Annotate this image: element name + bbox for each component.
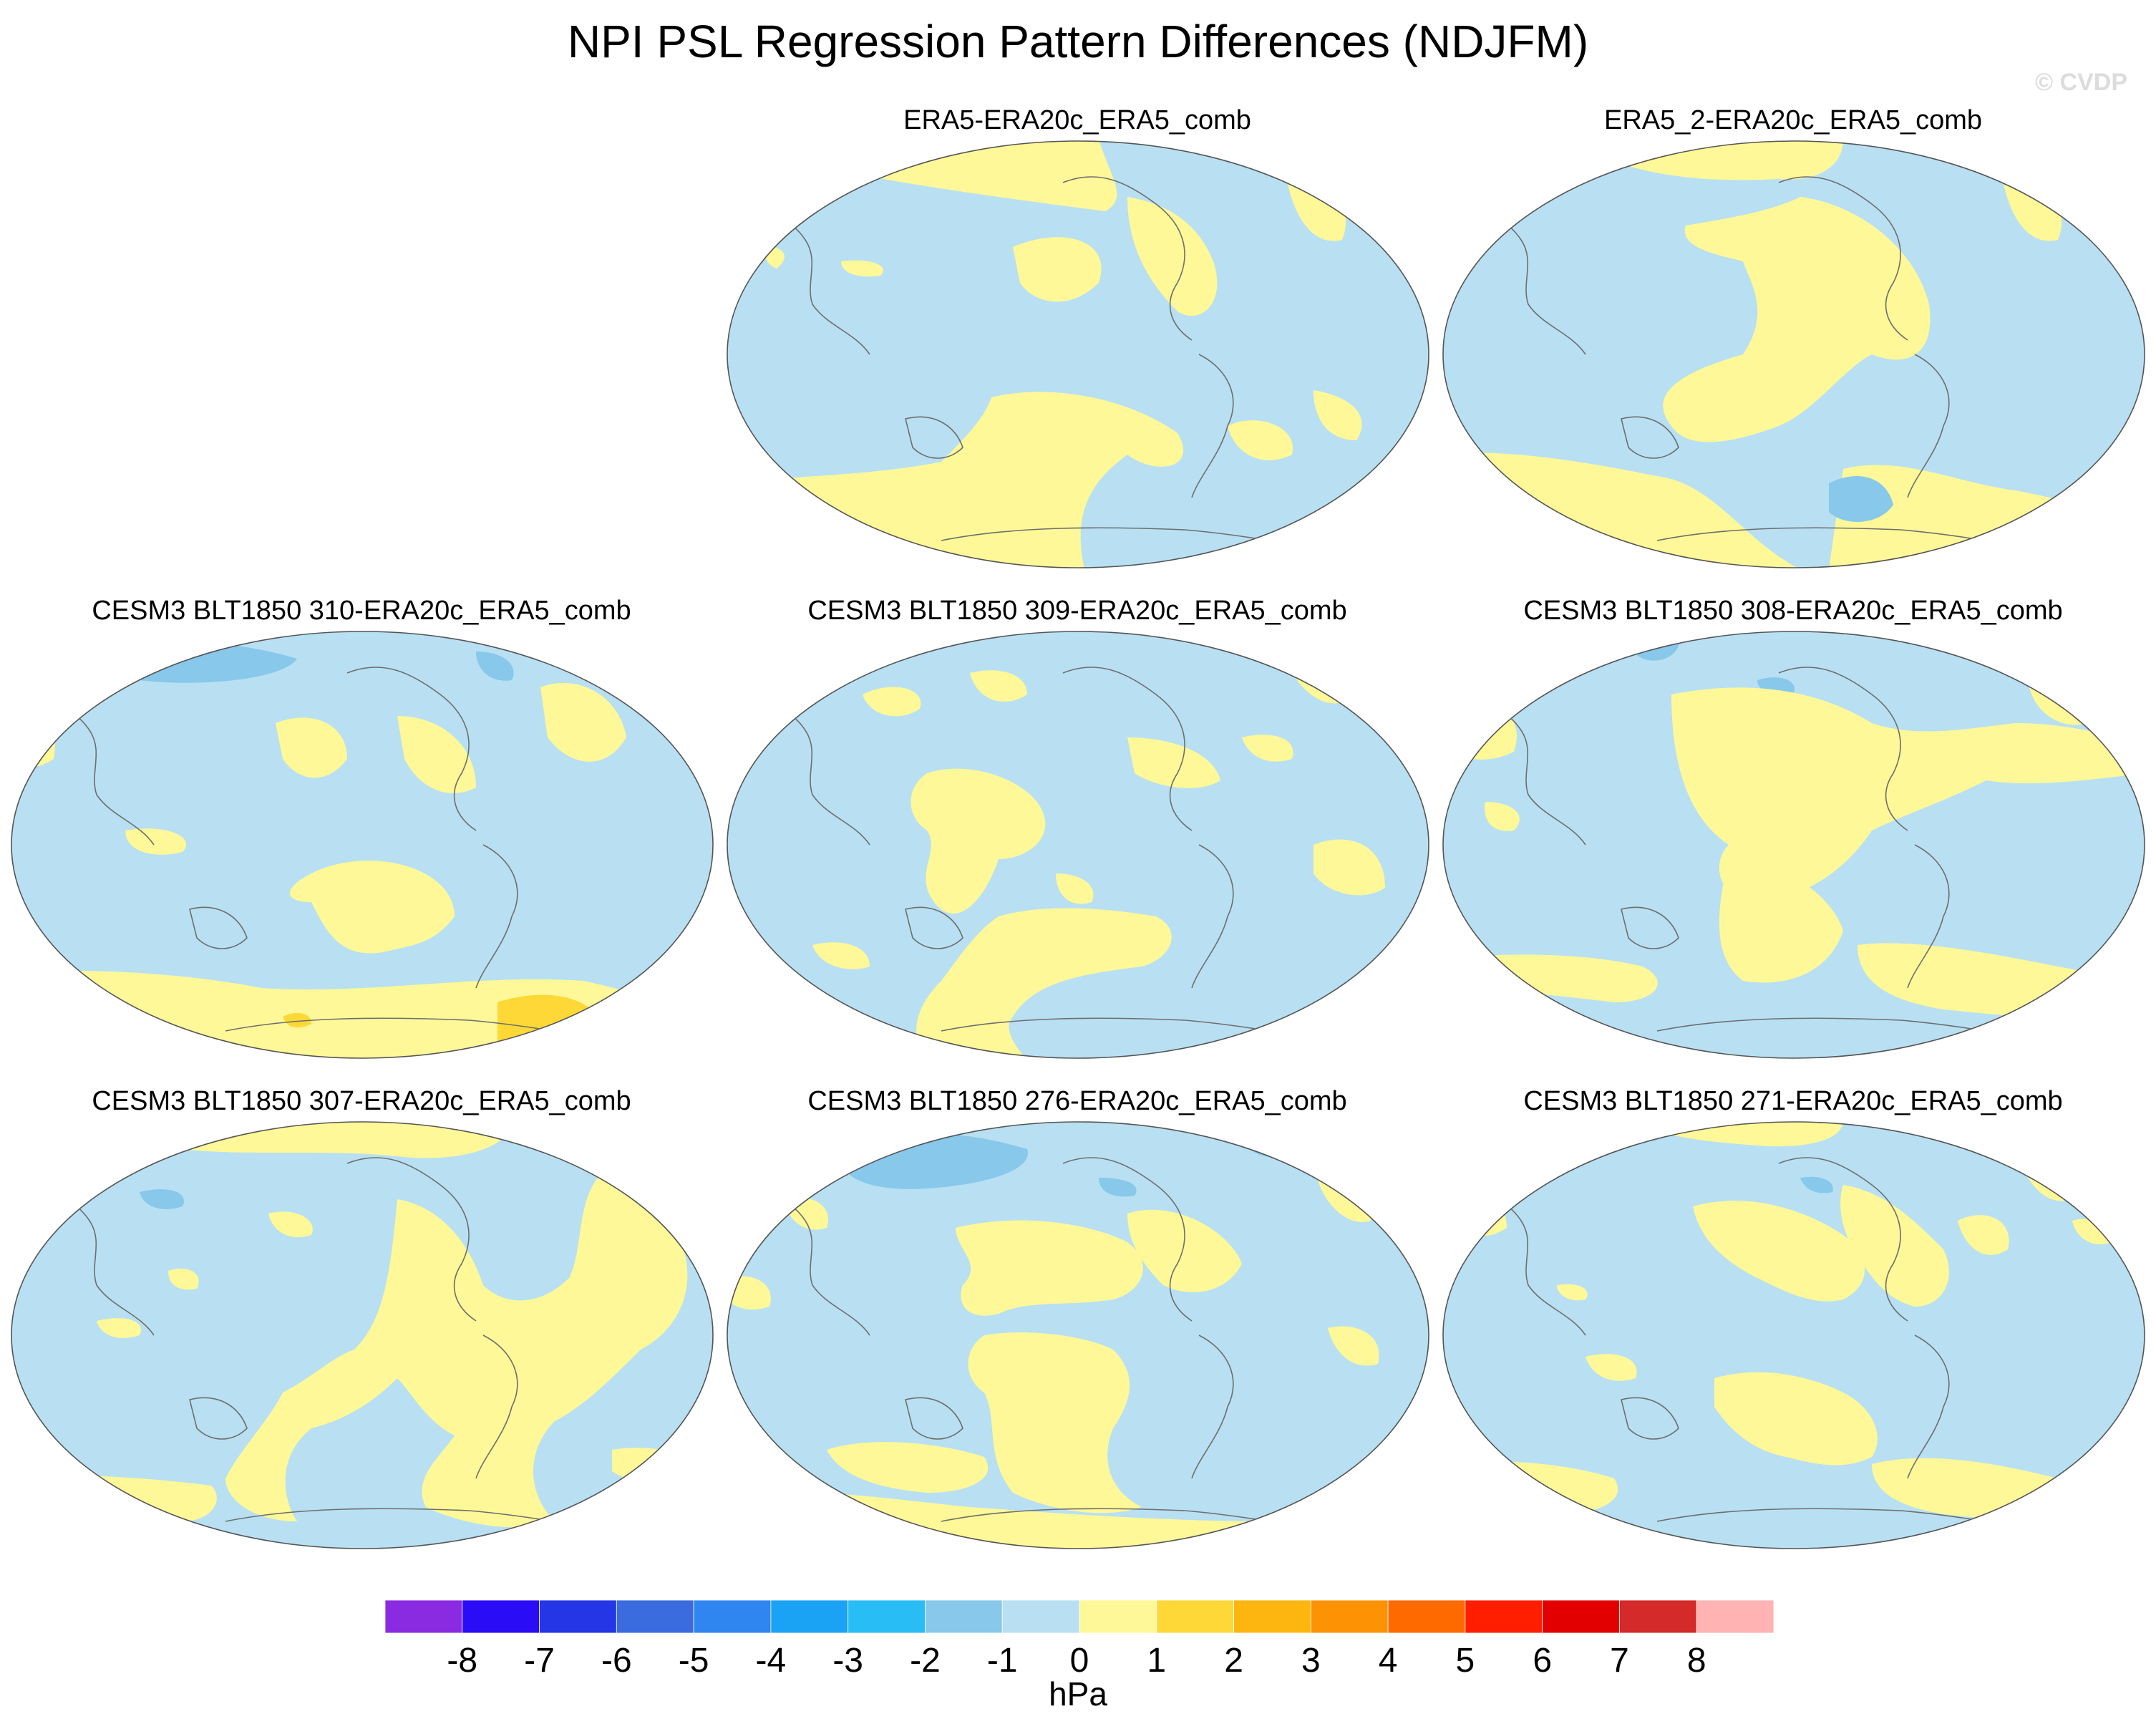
- colorbar-swatch: [925, 1600, 1003, 1634]
- colorbar-swatch: [1465, 1600, 1543, 1634]
- colorbar-units-label: hPa: [1049, 1675, 1107, 1713]
- colorbar-swatch: [1001, 1600, 1080, 1634]
- panel-label-310: CESM3 BLT1850 310-ERA20c_ERA5_comb: [92, 596, 631, 626]
- colorbar-tick-label: 3: [1301, 1642, 1321, 1679]
- map-panel-310: [11, 631, 714, 1059]
- colorbar-tick-label: 7: [1610, 1642, 1629, 1679]
- panel-label-307: CESM3 BLT1850 307-ERA20c_ERA5_comb: [92, 1086, 631, 1116]
- map-panel-309: [727, 631, 1429, 1059]
- colorbar-swatch: [848, 1600, 926, 1634]
- colorbar-swatch: [1310, 1600, 1389, 1634]
- colorbar-tick-label: 0: [1070, 1642, 1089, 1679]
- colorbar-swatch: [1619, 1600, 1697, 1634]
- colorbar-swatch: [462, 1600, 540, 1634]
- colorbar-tick-label: -4: [756, 1642, 787, 1679]
- colorbar-tick-label: -7: [524, 1642, 555, 1679]
- colorbar-tick-label: 8: [1687, 1642, 1706, 1679]
- panel-label-309: CESM3 BLT1850 309-ERA20c_ERA5_comb: [807, 596, 1347, 626]
- colorbar-swatch: [616, 1600, 694, 1634]
- colorbar-swatch: [1233, 1600, 1311, 1634]
- figure-title: NPI PSL Regression Pattern Differences (…: [567, 16, 1589, 67]
- panel-label-308: CESM3 BLT1850 308-ERA20c_ERA5_comb: [1523, 596, 2063, 626]
- colorbar-swatch: [385, 1600, 463, 1634]
- colorbar-tick-label: 4: [1379, 1642, 1398, 1679]
- colorbar-swatch: [1156, 1600, 1234, 1634]
- panel-label-271: CESM3 BLT1850 271-ERA20c_ERA5_comb: [1523, 1086, 2063, 1116]
- colorbar-swatch: [1542, 1600, 1620, 1634]
- colorbar-tick-label: -3: [832, 1642, 863, 1679]
- colorbar-tick-label: 2: [1224, 1642, 1243, 1679]
- cvdp-watermark: © CVDP: [2035, 69, 2127, 96]
- map-panel-308: [1442, 631, 2145, 1059]
- panel-label-era5-2: ERA5_2-ERA20c_ERA5_comb: [1603, 105, 1983, 135]
- panel-label-era5: ERA5-ERA20c_ERA5_comb: [903, 105, 1251, 135]
- colorbar-tick-label: 6: [1533, 1642, 1552, 1679]
- colorbar-tick-label: 1: [1147, 1642, 1166, 1679]
- colorbar-tick-label: -5: [679, 1642, 709, 1679]
- map-panel-271: [1442, 1121, 2145, 1549]
- colorbar-swatch: [1079, 1600, 1157, 1634]
- panel-label-276: CESM3 BLT1850 276-ERA20c_ERA5_comb: [807, 1086, 1347, 1116]
- colorbar-tick-label: -8: [447, 1642, 477, 1679]
- map-panel-307: [11, 1121, 714, 1549]
- map-panel-era5-2: [1442, 140, 2145, 568]
- colorbar-tick-label: -6: [601, 1642, 632, 1679]
- colorbar-tick-label: -1: [987, 1642, 1018, 1679]
- colorbar-swatch: [1387, 1600, 1466, 1634]
- colorbar: -8 -7 -6 -5 -4 -3 -2 -1 0 1 2 3 4 5 6 7 8: [385, 1600, 1774, 1679]
- map-panel-era5: [727, 140, 1429, 568]
- colorbar-tick-label: -2: [910, 1642, 941, 1679]
- colorbar-swatch: [539, 1600, 617, 1634]
- map-panel-276: [727, 1121, 1429, 1549]
- colorbar-swatch: [770, 1600, 849, 1634]
- colorbar-swatch: [1696, 1600, 1774, 1634]
- colorbar-tick-label: 5: [1456, 1642, 1475, 1679]
- colorbar-swatch: [693, 1600, 772, 1634]
